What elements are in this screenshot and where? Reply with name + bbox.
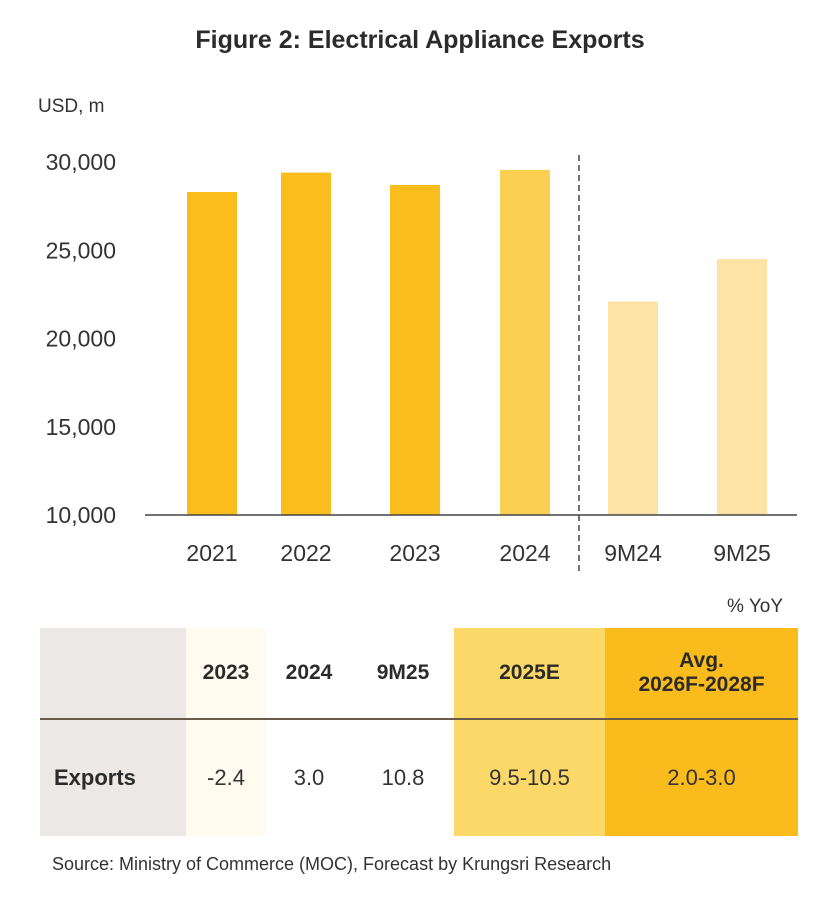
y-tick-label: 15,000 — [46, 414, 116, 440]
table-cell-2024: 3.0 — [266, 719, 352, 836]
y-axis-unit-label: USD, m — [38, 96, 105, 117]
table-header-9m25: 9M25 — [352, 628, 454, 720]
x-tick-label: 2022 — [280, 540, 331, 566]
table-cell-avg: 2.0-3.0 — [605, 719, 798, 836]
table-cell-9m25: 10.8 — [352, 719, 454, 836]
x-tick-label: 9M25 — [713, 540, 771, 566]
x-tick-label: 2024 — [499, 540, 550, 566]
bar-2021 — [187, 192, 237, 515]
table-header-avg-line1: Avg. — [679, 649, 724, 672]
table-unit-label: % YoY — [727, 596, 783, 617]
chart-title: Figure 2: Electrical Appliance Exports — [195, 26, 645, 54]
y-tick-label: 20,000 — [46, 326, 116, 352]
y-tick-label: 25,000 — [46, 237, 116, 263]
y-tick-label: 30,000 — [46, 149, 116, 175]
yoy-table: 2023 2024 9M25 2025E Avg. 2026F-2028F Ex… — [40, 628, 798, 836]
table-row-label: Exports — [40, 719, 186, 836]
bar-chart: 10,000 15,000 20,000 25,000 30,000 2021 2022 20… — [46, 149, 797, 572]
bar-2023 — [390, 184, 440, 515]
bar-2024 — [500, 169, 550, 515]
table-cell-2023: -2.4 — [186, 719, 266, 836]
table-header-2025e: 2025E — [454, 628, 605, 720]
bar-9m25 — [717, 259, 767, 515]
table-header-avg-line2: 2026F-2028F — [638, 673, 765, 696]
x-tick-label: 2023 — [389, 540, 440, 566]
source-note: Source: Ministry of Commerce (MOC), Fore… — [52, 854, 612, 874]
table-header-2023: 2023 — [186, 628, 266, 720]
bar-2022 — [281, 172, 331, 515]
table-header-2024: 2024 — [266, 628, 352, 720]
table-cell-2025e: 9.5-10.5 — [454, 719, 605, 836]
table-header-row: 2023 2024 9M25 2025E Avg. 2026F-2028F — [40, 628, 798, 720]
table-row: Exports -2.4 3.0 10.8 9.5-10.5 2.0-3.0 — [40, 719, 798, 836]
bar-9m24 — [608, 301, 658, 515]
y-tick-label: 10,000 — [46, 502, 116, 528]
x-tick-label: 9M24 — [604, 540, 662, 566]
x-tick-label: 2021 — [186, 540, 237, 566]
table-header-avg: Avg. 2026F-2028F — [605, 628, 798, 720]
table-header-empty — [40, 628, 186, 720]
